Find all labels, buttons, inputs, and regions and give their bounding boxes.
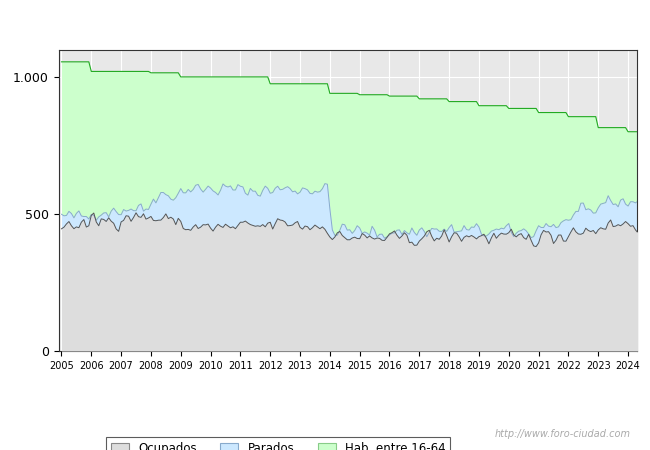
Text: http://www.foro-ciudad.com: http://www.foro-ciudad.com <box>495 429 630 439</box>
Legend: Ocupados, Parados, Hab. entre 16-64: Ocupados, Parados, Hab. entre 16-64 <box>106 437 450 450</box>
Text: Alcántara - Evolucion de la poblacion en edad de Trabajar Noviembre de 2024: Alcántara - Evolucion de la poblacion en… <box>33 14 617 27</box>
